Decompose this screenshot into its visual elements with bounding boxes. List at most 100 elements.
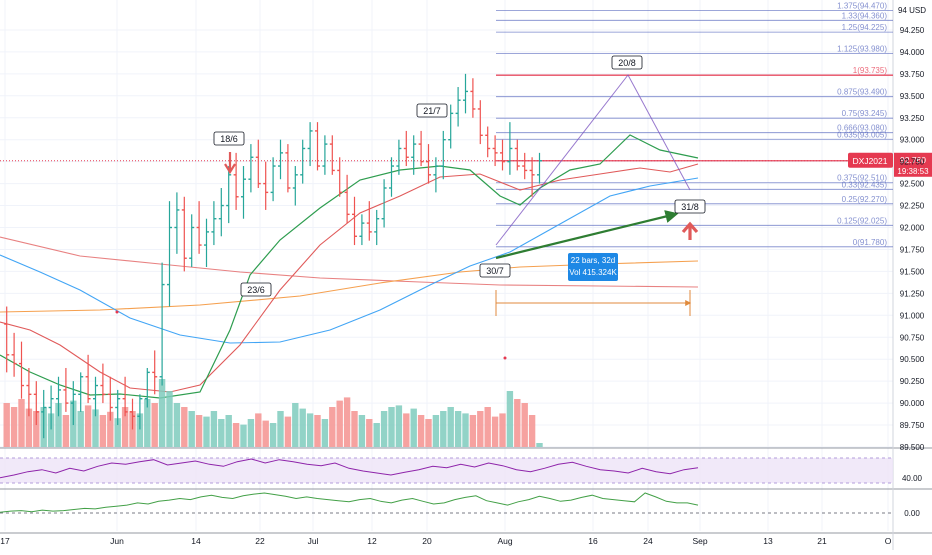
price-tick-label: 91.000 — [900, 311, 925, 320]
time-tick-label: 20 — [422, 536, 432, 546]
date-label: 31/8 — [681, 202, 699, 212]
price-tick-label: 93.000 — [900, 136, 925, 145]
volume-bar — [233, 423, 239, 447]
price-tick-label: 89.750 — [900, 421, 925, 430]
volume-bar — [85, 405, 91, 447]
volume-bar — [529, 415, 535, 447]
volume-bar — [351, 411, 357, 447]
time-tick-label: 21 — [817, 536, 827, 546]
volume-bar — [277, 411, 283, 447]
volume-bar — [159, 379, 165, 447]
volume-bar — [448, 407, 454, 447]
volume-bar — [433, 415, 439, 447]
date-label: 18/6 — [220, 134, 238, 144]
price-tick-label: 90.500 — [900, 355, 925, 364]
rsi-level-label: 40.00 — [902, 474, 923, 483]
volume-bar — [374, 423, 380, 447]
volume-bar — [189, 411, 195, 447]
volume-bar — [255, 413, 261, 447]
price-tick-label: 91.750 — [900, 245, 925, 254]
volume-bar — [285, 417, 291, 447]
volume-bar — [11, 407, 17, 447]
volume-bar — [418, 415, 424, 447]
price-tick-label: 93.500 — [900, 92, 925, 101]
volume-bar — [203, 417, 209, 447]
volume-bar — [63, 415, 69, 447]
time-tick-label: O — [885, 536, 892, 546]
symbol-tag-text: DXJ2021 — [853, 156, 888, 166]
volume-bar — [174, 403, 180, 447]
time-tick-label: 24 — [643, 536, 653, 546]
time-tick-label: Aug — [497, 536, 512, 546]
volume-bar — [100, 415, 106, 447]
volume-bar — [300, 409, 306, 447]
volume-bar — [425, 419, 431, 447]
marker-dot — [504, 357, 507, 360]
date-label: 30/7 — [486, 266, 504, 276]
time-tick-label: 14 — [191, 536, 201, 546]
price-tick-label: 90.250 — [900, 377, 925, 386]
volume-bar — [337, 401, 343, 447]
countdown-text: 19:38:53 — [897, 167, 929, 176]
volume-bar — [344, 397, 350, 447]
fib-level-label: 0.635(93.005) — [837, 130, 887, 139]
marker-dot — [116, 311, 119, 314]
volume-bar — [263, 421, 269, 447]
volume-bar — [462, 413, 468, 447]
time-tick-label: Jul — [308, 536, 319, 546]
volume-bar — [536, 443, 542, 447]
fib-level-label: 0(91.780) — [853, 238, 888, 247]
fib-level-label: 1.375(94.470) — [837, 2, 887, 11]
volume-bar — [218, 419, 224, 447]
volume-bar — [240, 425, 246, 447]
volume-bar — [270, 423, 276, 447]
price-tick-label: 91.500 — [900, 267, 925, 276]
fib-level-label: 1.33(94.360) — [842, 11, 888, 20]
fib-level-label: 0.125(92.025) — [837, 216, 887, 225]
date-label: 23/6 — [247, 285, 265, 295]
volume-bar — [4, 403, 10, 447]
volume-bar — [359, 415, 365, 447]
time-tick-label: 17 — [0, 536, 10, 546]
time-tick-label: 16 — [588, 536, 598, 546]
measure-bars-label: 22 bars, 32d — [571, 256, 615, 265]
fib-level-label: 1.25(94.225) — [842, 23, 888, 32]
volume-bar — [477, 411, 483, 447]
price-tick-label: 92.250 — [900, 202, 925, 211]
volume-bar — [78, 411, 84, 447]
volume-bar — [388, 407, 394, 447]
volume-bar — [181, 407, 187, 447]
measure-vol-label: Vol 415.324K — [569, 268, 617, 277]
price-tick-label: 89.500 — [900, 443, 925, 452]
price-tick-label: 94.000 — [900, 48, 925, 57]
price-tick-label: 90.750 — [900, 333, 925, 342]
time-tick-label: 13 — [763, 536, 773, 546]
volume-bar — [485, 407, 491, 447]
price-tick-label: 93.750 — [900, 70, 925, 79]
price-tick-label: 91.250 — [900, 289, 925, 298]
volume-bar — [381, 411, 387, 447]
volume-bar — [455, 411, 461, 447]
volume-bar — [18, 399, 24, 447]
volume-bar — [507, 391, 513, 447]
volume-bar — [499, 413, 505, 447]
fib-level-label: 0.33(92.435) — [842, 180, 888, 189]
price-tick-label: 94.250 — [900, 26, 925, 35]
price-tick-label: 92.000 — [900, 224, 925, 233]
fib-level-label: 0.25(92.270) — [842, 195, 888, 204]
volume-bar — [307, 413, 313, 447]
fib-level-label: 1.125(93.980) — [837, 45, 887, 54]
volume-bar — [292, 403, 298, 447]
fib-level-label: 1(93.735) — [853, 66, 888, 75]
volume-bar — [226, 415, 232, 447]
rsi-panel: 40.00 — [0, 458, 923, 483]
volume-bar — [166, 391, 172, 447]
price-tick-label: 90.000 — [900, 399, 925, 408]
volume-bar — [152, 403, 158, 447]
volume-bar — [314, 415, 320, 447]
volume-bar — [211, 411, 217, 447]
volume-bar — [248, 419, 254, 447]
volume-bar — [440, 411, 446, 447]
